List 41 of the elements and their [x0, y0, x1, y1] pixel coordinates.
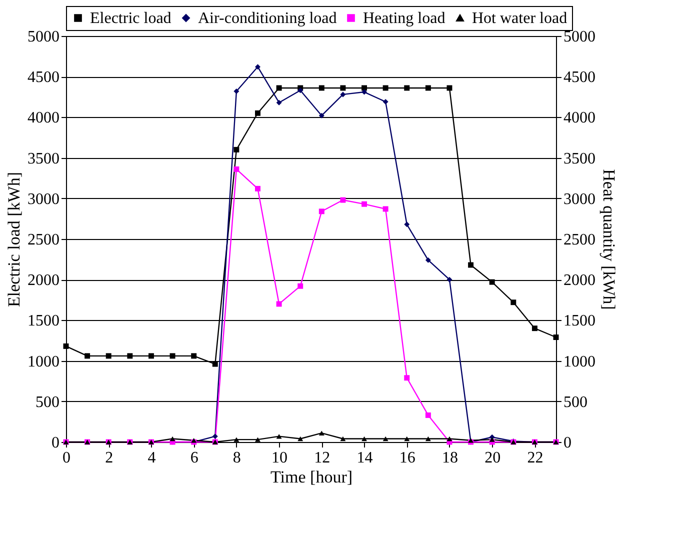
- y2-tick-label: 1000: [564, 353, 596, 370]
- y-axis-title: Electric load [kWh]: [4, 172, 24, 307]
- y2-axis-title: Heat quantity [kWh]: [600, 169, 618, 310]
- y-tick-label: 1500: [28, 312, 60, 330]
- y-tick-label: 4000: [28, 110, 60, 127]
- x-tick-label: 0: [62, 450, 70, 466]
- x-tick-label: 10: [272, 450, 288, 466]
- legend-label: Air-conditioning load: [198, 10, 337, 27]
- x-tick-label: 4: [148, 450, 156, 466]
- y-tick-label: 500: [36, 394, 60, 411]
- y2-tick-label: 4500: [564, 69, 596, 86]
- y2-tick-label: 3000: [564, 190, 596, 208]
- y-tick-label: 0: [52, 434, 60, 452]
- y-tick-label: 3500: [28, 150, 60, 168]
- y-tick-label: 2500: [28, 232, 60, 248]
- x-tick-label: 6: [190, 450, 198, 466]
- y2-tick-label: 3500: [564, 150, 596, 168]
- x-tick-label: 2: [105, 450, 114, 466]
- x-tick-label: 14: [356, 450, 373, 466]
- x-tick-label: 8: [232, 450, 241, 466]
- y2-tick-label: 500: [564, 394, 588, 411]
- y2-tick-label: 4000: [564, 110, 596, 127]
- y2-tick-label: 0: [564, 434, 572, 452]
- x-tick-label: 22: [527, 450, 544, 466]
- y-tick-label: 1000: [28, 353, 60, 370]
- x-tick-label: 16: [399, 450, 416, 466]
- y-tick-label: 3000: [28, 190, 60, 208]
- x-tick-label: 18: [442, 450, 458, 466]
- x-axis-title: Time [hour]: [270, 468, 353, 486]
- y2-tick-label: 2500: [564, 232, 596, 248]
- y2-tick-label: 1500: [564, 312, 596, 330]
- x-tick-label: 20: [484, 450, 501, 466]
- legend-label: Electric load: [90, 10, 172, 27]
- legend-label: Heating load: [363, 10, 446, 27]
- y-tick-label: 5000: [28, 28, 60, 46]
- legend-label: Hot water load: [472, 10, 568, 27]
- y2-tick-label: 2000: [564, 272, 596, 290]
- y-tick-label: 2000: [28, 272, 60, 290]
- x-tick-label: 12: [314, 450, 330, 466]
- y2-tick-label: 5000: [564, 28, 596, 46]
- y-tick-label: 4500: [28, 69, 60, 86]
